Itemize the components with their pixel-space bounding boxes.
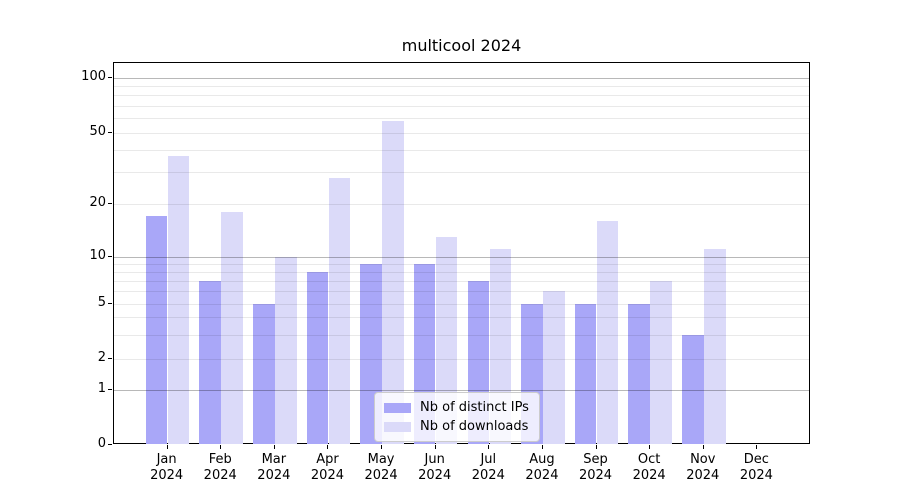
x-tick-label-jan: Jan 2024 (150, 452, 184, 483)
y-tick-mark-20 (108, 202, 112, 204)
gridline-minor-30 (114, 172, 809, 174)
bar-nb-of-distinct-ips-jan (145, 216, 168, 444)
y-tick-label-2: 2 (97, 350, 106, 366)
gridline-minor-70 (114, 106, 809, 108)
gridline-minor-90 (114, 85, 809, 87)
gridline-minor-5 (114, 303, 809, 305)
y-tick-label-50: 50 (89, 124, 106, 139)
x-tick-label-apr: Apr 2024 (310, 452, 344, 483)
y-tick-label-100: 100 (81, 68, 106, 84)
x-tick-label-feb: Feb 2024 (203, 452, 237, 483)
plot-area (113, 62, 810, 444)
x-tick-mark-aug (541, 445, 543, 449)
y-tick-mark-5 (108, 302, 112, 304)
x-tick-mark-jul (488, 445, 490, 449)
x-tick-mark-dec (756, 445, 758, 449)
y-tick-mark-50 (108, 132, 112, 133)
gridline-minor-7 (114, 280, 809, 282)
bar-nb-of-downloads-may (382, 121, 404, 444)
x-tick-label-dec: Dec 2024 (739, 452, 773, 483)
bar-nb-of-downloads-sep (596, 220, 619, 444)
x-tick-mark-nov (702, 445, 704, 449)
legend-label-downloads: Nb of downloads (420, 419, 529, 434)
x-tick-label-sep: Sep 2024 (578, 452, 613, 483)
bar-nb-of-distinct-ips-mar (253, 303, 275, 444)
x-tick-mark-sep (595, 445, 597, 449)
y-tick-label-0: 0 (97, 436, 106, 451)
bar-nb-of-distinct-ips-oct (628, 303, 650, 444)
x-tick-mark-mar (273, 445, 275, 449)
bar-nb-of-distinct-ips-feb (199, 280, 221, 444)
legend: Nb of distinct IPs Nb of downloads (374, 392, 540, 442)
x-tick-label-mar: Mar 2024 (257, 452, 291, 483)
gridline-minor-50 (114, 133, 809, 134)
bar-nb-of-distinct-ips-nov (682, 334, 704, 444)
y-tick-label-20: 20 (89, 194, 106, 210)
x-tick-mark-feb (220, 445, 222, 449)
x-tick-label-oct: Oct 2024 (632, 452, 666, 483)
x-tick-label-nov: Nov 2024 (686, 452, 720, 483)
y-tick-mark-2 (108, 358, 112, 360)
y-tick-mark-10 (108, 255, 112, 257)
x-tick-label-jun: Jun 2024 (418, 452, 452, 483)
bar-nb-of-downloads-oct (650, 280, 672, 444)
x-tick-mark-may (381, 445, 383, 449)
y-tick-mark-0 (108, 444, 112, 445)
gridline-minor-60 (114, 118, 809, 120)
x-tick-mark-oct (649, 445, 651, 449)
gridline-minor-80 (114, 95, 809, 97)
legend-item-downloads: Nb of downloads (384, 417, 529, 436)
x-tick-mark-apr (327, 445, 329, 449)
gridline-major-10 (114, 256, 809, 258)
x-tick-label-jul: Jul 2024 (471, 452, 505, 483)
gridline-minor-9 (114, 263, 809, 265)
bar-nb-of-downloads-nov (704, 249, 726, 444)
y-tick-label-10: 10 (89, 247, 106, 263)
gridline-minor-8 (114, 271, 809, 273)
bar-nb-of-distinct-ips-apr (306, 271, 329, 444)
gridline-minor-40 (114, 150, 809, 152)
gridline-minor-6 (114, 291, 809, 293)
x-tick-label-aug: Aug 2024 (525, 452, 559, 483)
gridline-minor-4 (114, 317, 809, 319)
gridline-major-1 (114, 390, 809, 392)
gridline-major-100 (114, 77, 809, 79)
y-tick-mark-100 (108, 76, 112, 78)
bar-nb-of-downloads-feb (221, 211, 243, 444)
x-tick-mark-jan (166, 445, 168, 449)
legend-label-distinct-ips: Nb of distinct IPs (420, 400, 529, 415)
x-tick-label-may: May 2024 (364, 452, 398, 483)
chart-title: multicool 2024 (401, 36, 522, 55)
legend-swatch-downloads (384, 421, 411, 432)
gridline-minor-20 (114, 203, 809, 205)
bar-nb-of-downloads-mar (275, 256, 297, 444)
gridline-minor-3 (114, 334, 809, 336)
bar-nb-of-downloads-jan (167, 156, 190, 444)
x-tick-mark-jun (434, 445, 436, 449)
bar-nb-of-downloads-aug (543, 291, 565, 444)
gridline-minor-2 (114, 359, 809, 361)
bar-nb-of-downloads-apr (328, 177, 351, 444)
y-tick-label-1: 1 (97, 381, 106, 397)
bar-nb-of-distinct-ips-sep (574, 303, 597, 444)
legend-item-distinct-ips: Nb of distinct IPs (384, 398, 529, 417)
y-tick-label-5: 5 (97, 294, 106, 310)
y-tick-mark-1 (108, 389, 112, 391)
legend-swatch-distinct-ips (384, 402, 411, 413)
